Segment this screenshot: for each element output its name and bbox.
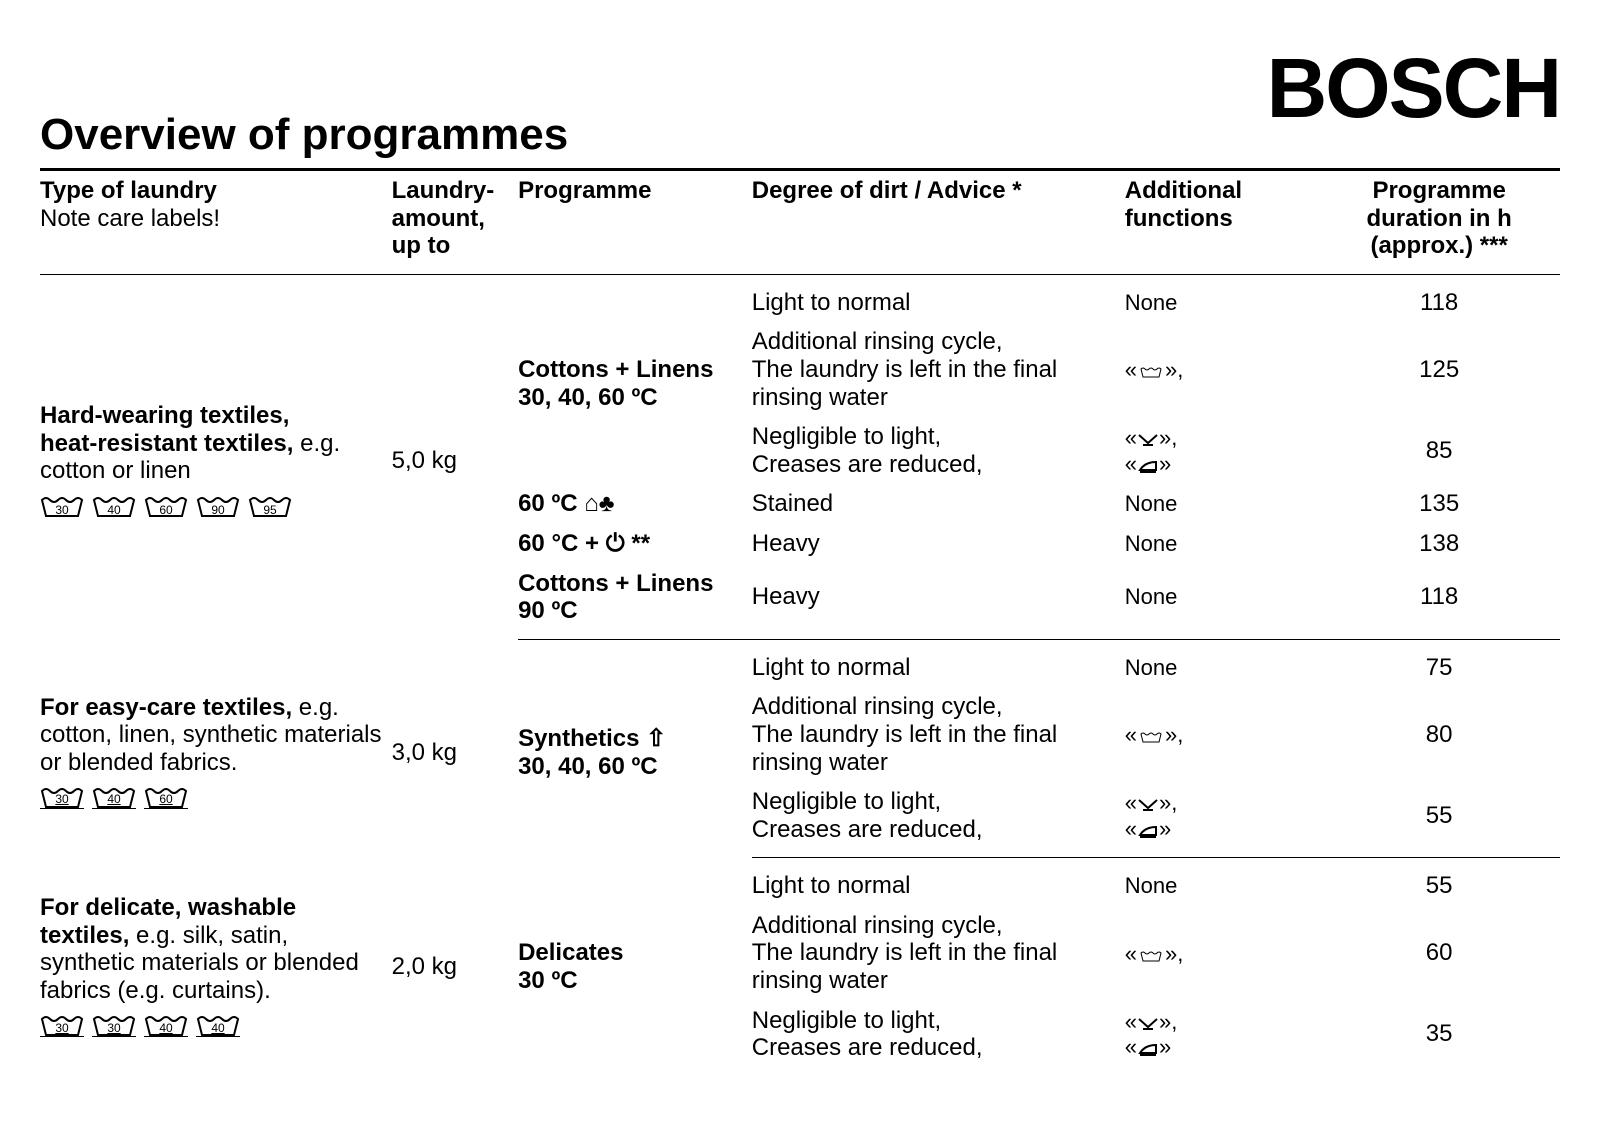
advice: Light to normal	[752, 639, 1125, 687]
care-label-icon: 60	[144, 492, 188, 520]
iron-icon: «»	[1125, 816, 1172, 841]
programme: Cottons + Linens30, 40, 60 ºC	[518, 274, 752, 484]
programme-duration: 135	[1326, 484, 1560, 524]
advice: Negligible to light,Creases are reduced,	[752, 417, 1125, 484]
additional-functions: «», «»	[1125, 782, 1327, 858]
care-label-icon: 40	[144, 1011, 188, 1039]
care-label-icon: 30	[40, 783, 84, 811]
col-header-functions: Additional functions	[1125, 171, 1327, 274]
care-label-icon: 60	[144, 783, 188, 811]
care-label-icon: 95	[248, 492, 292, 520]
iron-icon: «»	[1125, 1034, 1172, 1059]
rinse-hold-icon: «»,	[1125, 941, 1184, 966]
col-header-advice: Degree of dirt / Advice *	[752, 171, 1125, 274]
programme-duration: 118	[1326, 564, 1560, 640]
programme-duration: 60	[1326, 906, 1560, 1001]
additional-functions: «», «»	[1125, 1001, 1327, 1068]
reduced-spin-icon: «»,	[1125, 1009, 1178, 1034]
additional-functions: None	[1125, 484, 1327, 524]
care-label-icon: 90	[196, 492, 240, 520]
table-row: For easy-care textiles, e.g. cotton, lin…	[40, 639, 1560, 687]
laundry-amount: 5,0 kg	[392, 274, 518, 639]
rinse-hold-icon: «»,	[1125, 722, 1184, 747]
reduced-spin-icon: «»,	[1125, 425, 1178, 450]
additional-functions: None	[1125, 858, 1327, 906]
programme-duration: 75	[1326, 639, 1560, 687]
care-label-icon: 30	[40, 1011, 84, 1039]
programmes-table: Type of laundry Note care labels! Laundr…	[40, 171, 1560, 1068]
col-header-programme: Programme	[518, 171, 752, 274]
programme-duration: 125	[1326, 322, 1560, 417]
reduced-spin-icon: «»,	[1125, 790, 1178, 815]
programme-duration: 55	[1326, 858, 1560, 906]
advice: Heavy	[752, 564, 1125, 640]
advice: Additional rinsing cycle,The laundry is …	[752, 906, 1125, 1001]
type-of-laundry: For delicate, washable textiles, e.g. si…	[40, 858, 392, 1068]
rinse-hold-icon: «»,	[1125, 357, 1184, 382]
additional-functions: None	[1125, 639, 1327, 687]
additional-functions: «»,	[1125, 687, 1327, 782]
col-header-amount: Laundry-amount, up to	[392, 171, 518, 274]
care-label-icon: 40	[196, 1011, 240, 1039]
advice: Additional rinsing cycle,The laundry is …	[752, 687, 1125, 782]
brand-logo: BOSCH	[1267, 40, 1560, 137]
care-label-icon: 30	[92, 1011, 136, 1039]
advice: Heavy	[752, 524, 1125, 564]
programme: Delicates30 ºC	[518, 858, 752, 1068]
additional-functions: None	[1125, 524, 1327, 564]
programme: 60 °C + ⏻ **	[518, 524, 752, 564]
laundry-amount: 3,0 kg	[392, 639, 518, 858]
additional-functions: «»,	[1125, 906, 1327, 1001]
additional-functions: «»,	[1125, 322, 1327, 417]
care-label-icon: 40	[92, 783, 136, 811]
type-of-laundry: Hard-wearing textiles,heat-resistant tex…	[40, 274, 392, 639]
table-row: Hard-wearing textiles,heat-resistant tex…	[40, 274, 1560, 322]
advice: Light to normal	[752, 274, 1125, 322]
advice: Stained	[752, 484, 1125, 524]
advice: Negligible to light,Creases are reduced,	[752, 1001, 1125, 1068]
programme: 60 ºC ⌂♣	[518, 484, 752, 524]
col-header-type: Type of laundry Note care labels!	[40, 171, 392, 274]
advice: Negligible to light,Creases are reduced,	[752, 782, 1125, 858]
programme-duration: 118	[1326, 274, 1560, 322]
iron-icon: «»	[1125, 451, 1172, 476]
programme-duration: 85	[1326, 417, 1560, 484]
programme: Synthetics ⇧30, 40, 60 ºC	[518, 639, 752, 858]
additional-functions: «», «»	[1125, 417, 1327, 484]
programme-duration: 138	[1326, 524, 1560, 564]
care-label-icon: 40	[92, 492, 136, 520]
programme-duration: 80	[1326, 687, 1560, 782]
advice: Light to normal	[752, 858, 1125, 906]
additional-functions: None	[1125, 564, 1327, 640]
advice: Additional rinsing cycle,The laundry is …	[752, 322, 1125, 417]
programme-duration: 35	[1326, 1001, 1560, 1068]
programme: Cottons + Linens90 ºC	[518, 564, 752, 640]
type-of-laundry: For easy-care textiles, e.g. cotton, lin…	[40, 639, 392, 858]
programme-duration: 55	[1326, 782, 1560, 858]
table-row: For delicate, washable textiles, e.g. si…	[40, 858, 1560, 906]
care-label-icon: 30	[40, 492, 84, 520]
col-header-duration: Programme duration in h (approx.) ***	[1326, 171, 1560, 274]
laundry-amount: 2,0 kg	[392, 858, 518, 1068]
additional-functions: None	[1125, 274, 1327, 322]
